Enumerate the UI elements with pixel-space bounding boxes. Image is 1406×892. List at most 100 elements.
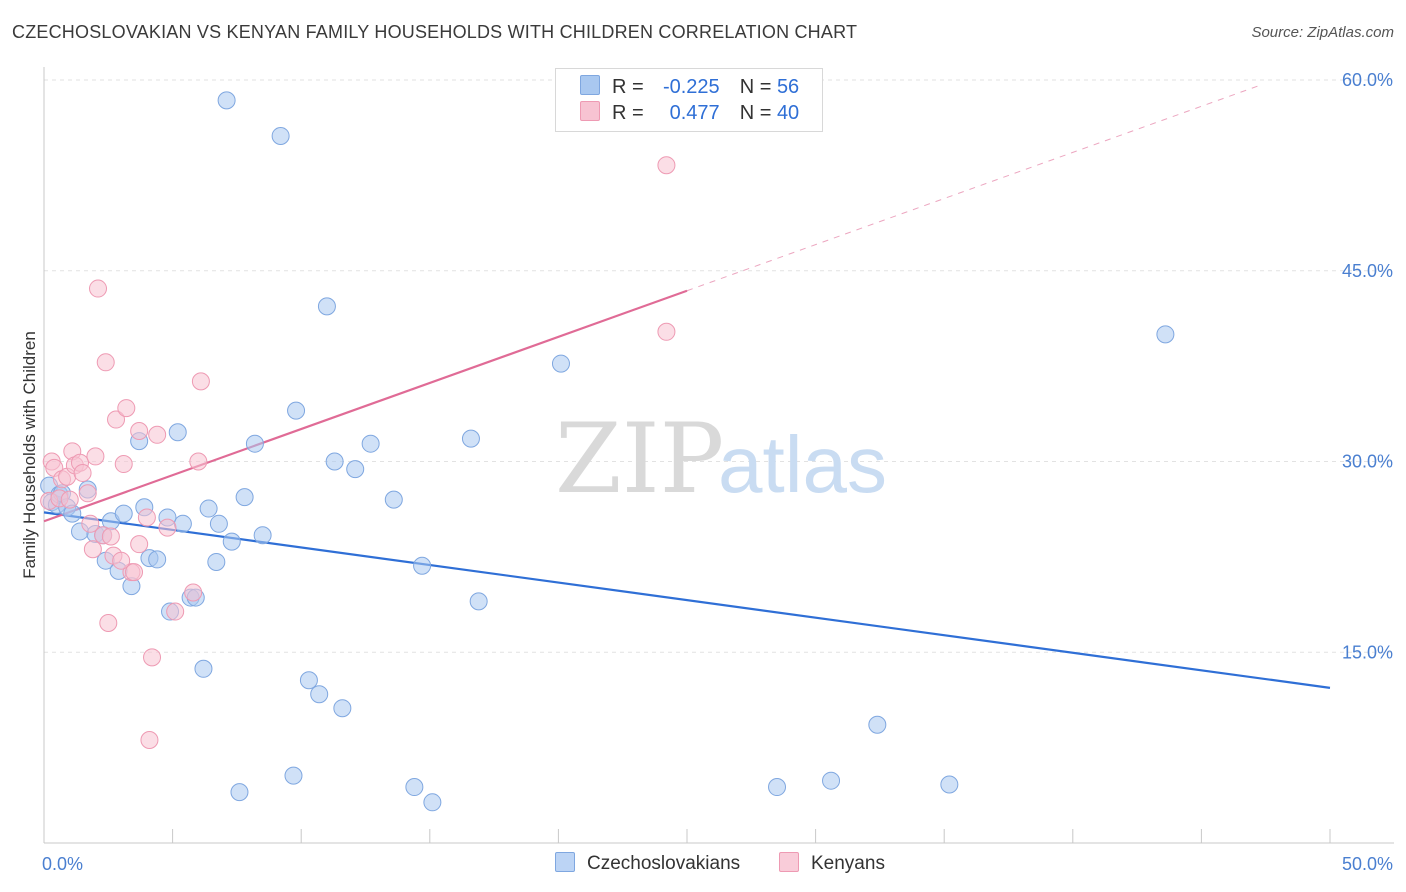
series-legend: Czechoslovakians Kenyans bbox=[0, 852, 1406, 878]
point-kenyans bbox=[86, 447, 105, 466]
point-czechoslovakians bbox=[325, 452, 344, 471]
trend-line-extension-kenyans bbox=[686, 84, 1261, 292]
axes bbox=[43, 67, 1394, 844]
point-kenyans bbox=[130, 421, 149, 440]
chart-title: CZECHOSLOVAKIAN VS KENYAN FAMILY HOUSEHO… bbox=[12, 22, 858, 42]
point-czechoslovakians bbox=[868, 715, 887, 734]
x-tick-label: 50.0% bbox=[1342, 854, 1393, 874]
legend-swatch-pink bbox=[580, 101, 600, 121]
point-czechoslovakians bbox=[361, 434, 380, 453]
x-tick-label: 0.0% bbox=[42, 854, 83, 874]
point-czechoslovakians bbox=[940, 775, 959, 794]
source-credit: Source: ZipAtlas.com bbox=[1251, 24, 1394, 41]
y-tick-labels: 15.0% 30.0% 45.0% 60.0% bbox=[1342, 70, 1393, 662]
point-czechoslovakians bbox=[284, 766, 303, 785]
legend-item-kenyans[interactable]: Kenyans bbox=[779, 852, 885, 875]
point-czechoslovakians bbox=[1156, 325, 1175, 344]
point-kenyans bbox=[657, 322, 676, 341]
point-czechoslovakians bbox=[405, 778, 424, 797]
legend-n-value: 56 bbox=[776, 76, 800, 98]
point-kenyans bbox=[73, 463, 92, 482]
point-czechoslovakians bbox=[551, 354, 570, 373]
point-kenyans bbox=[107, 410, 126, 429]
point-czechoslovakians bbox=[271, 126, 290, 145]
point-kenyans bbox=[143, 648, 162, 667]
legend-row-kenyans: R = 0.477 N = 40 bbox=[580, 101, 799, 125]
legend-label-kenyans: Kenyans bbox=[811, 853, 885, 874]
y-tick-label: 15.0% bbox=[1342, 642, 1393, 662]
legend-r-value: -0.225 bbox=[662, 76, 720, 98]
trend-lines bbox=[43, 84, 1331, 689]
watermark: ZIP atlas bbox=[555, 403, 887, 515]
legend-swatch-czechoslovakians bbox=[555, 852, 575, 872]
point-kenyans bbox=[125, 563, 144, 582]
point-czechoslovakians bbox=[168, 423, 187, 442]
point-czechoslovakians bbox=[822, 771, 841, 790]
point-kenyans bbox=[140, 730, 159, 749]
y-tick-label: 30.0% bbox=[1342, 452, 1393, 472]
point-czechoslovakians bbox=[199, 499, 218, 518]
point-kenyans bbox=[117, 399, 136, 418]
point-kenyans bbox=[130, 535, 149, 554]
point-kenyans bbox=[96, 353, 115, 372]
point-czechoslovakians bbox=[222, 532, 241, 551]
point-czechoslovakians bbox=[209, 514, 228, 533]
point-kenyans bbox=[99, 614, 118, 633]
x-ticks bbox=[43, 829, 1331, 843]
point-kenyans bbox=[114, 455, 133, 474]
point-kenyans bbox=[112, 551, 131, 570]
point-czechoslovakians bbox=[245, 434, 264, 453]
legend-r-label: R = bbox=[612, 76, 644, 98]
y-tick-label: 45.0% bbox=[1342, 261, 1393, 281]
point-czechoslovakians bbox=[346, 460, 365, 479]
point-czechoslovakians bbox=[230, 783, 249, 802]
watermark-zip: ZIP bbox=[555, 403, 724, 515]
point-czechoslovakians bbox=[384, 490, 403, 509]
legend-swatch-kenyans bbox=[779, 852, 799, 872]
point-czechoslovakians bbox=[423, 793, 442, 812]
correlation-legend: R = -0.225 N = 56 R = 0.477 N = 40 bbox=[555, 68, 823, 132]
point-kenyans bbox=[101, 527, 120, 546]
point-kenyans bbox=[184, 583, 203, 602]
legend-n-value: 40 bbox=[776, 102, 800, 124]
point-kenyans bbox=[148, 425, 167, 444]
point-kenyans bbox=[83, 540, 102, 559]
point-czechoslovakians bbox=[217, 91, 236, 110]
point-kenyans bbox=[89, 279, 108, 298]
point-czechoslovakians bbox=[310, 685, 329, 704]
legend-row-czechoslovakians: R = -0.225 N = 56 bbox=[580, 75, 799, 99]
point-czechoslovakians bbox=[469, 592, 488, 611]
point-kenyans bbox=[60, 490, 79, 509]
point-kenyans bbox=[191, 372, 210, 391]
point-czechoslovakians bbox=[253, 526, 272, 545]
legend-label-czechoslovakians: Czechoslovakians bbox=[587, 853, 741, 874]
y-tick-label: 60.0% bbox=[1342, 70, 1393, 90]
point-czechoslovakians bbox=[235, 488, 254, 507]
point-czechoslovakians bbox=[461, 429, 480, 448]
point-kenyans bbox=[78, 484, 97, 503]
trend-line-kenyans bbox=[43, 289, 688, 523]
point-kenyans bbox=[81, 514, 100, 533]
watermark-atlas: atlas bbox=[718, 420, 887, 509]
point-czechoslovakians bbox=[317, 297, 336, 316]
point-czechoslovakians bbox=[148, 550, 167, 569]
legend-swatch-blue bbox=[580, 75, 600, 95]
point-czechoslovakians bbox=[413, 556, 432, 575]
y-axis-label: Family Households with Children bbox=[20, 331, 39, 579]
point-czechoslovakians bbox=[114, 504, 133, 523]
legend-item-czechoslovakians[interactable]: Czechoslovakians bbox=[555, 852, 740, 875]
point-kenyans bbox=[166, 602, 185, 621]
legend-n-label: N = bbox=[739, 76, 772, 98]
legend-r-label: R = bbox=[612, 102, 644, 124]
point-czechoslovakians bbox=[299, 671, 318, 690]
point-kenyans bbox=[657, 156, 676, 175]
point-czechoslovakians bbox=[287, 401, 306, 420]
point-kenyans bbox=[189, 452, 208, 471]
point-czechoslovakians bbox=[333, 699, 352, 718]
point-czechoslovakians bbox=[207, 552, 226, 571]
data-points bbox=[40, 91, 1175, 812]
point-czechoslovakians bbox=[194, 659, 213, 678]
legend-r-value: 0.477 bbox=[669, 102, 720, 124]
point-kenyans bbox=[137, 508, 156, 527]
